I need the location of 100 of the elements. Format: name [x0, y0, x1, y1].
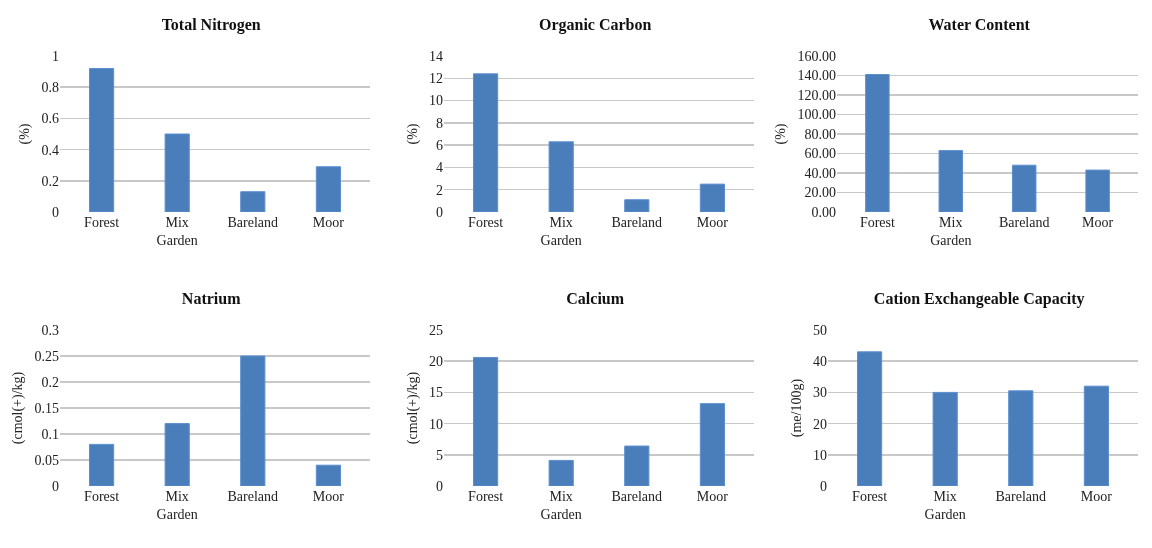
bar	[472, 356, 499, 486]
y-tick-label: 0.25	[34, 348, 59, 364]
y-tick-label: 20	[813, 416, 827, 432]
x-tick-label: Forest	[852, 489, 888, 504]
y-tick-label: 5	[436, 447, 443, 463]
x-tick-label: Mix Garden	[540, 215, 582, 249]
y-tick-label: 20.00	[804, 185, 836, 201]
bar	[548, 141, 574, 212]
y-tick-label: 4	[436, 160, 443, 176]
x-tick-label: Bareland	[227, 215, 279, 230]
bar	[938, 150, 964, 212]
y-tick-label: 0.00	[811, 204, 836, 220]
y-tick-label: 0.4	[41, 142, 59, 158]
x-tick-label: Forest	[84, 215, 120, 230]
y-tick-label: 100.00	[797, 107, 836, 123]
x-tick-label: Mix Garden	[540, 489, 582, 523]
bar	[699, 403, 726, 486]
y-tick-label: 50	[813, 322, 827, 338]
x-tick-label: Mix Garden	[930, 215, 972, 249]
y-tick-label: 0.3	[41, 322, 59, 338]
bar	[1085, 169, 1110, 212]
chart-title: Water Content	[928, 16, 1031, 34]
y-axis-title: (cmol(+)/kg)	[10, 371, 27, 445]
bar	[472, 73, 499, 212]
x-tick-label: Moor	[1082, 215, 1114, 230]
y-tick-label: 0	[436, 478, 443, 494]
bar	[624, 445, 650, 486]
x-tick-label: Moor	[312, 215, 345, 230]
y-tick-label: 8	[436, 115, 443, 131]
bar	[865, 74, 890, 212]
y-tick-label: 0.8	[41, 80, 59, 96]
bar	[240, 191, 266, 212]
x-tick-label: Forest	[468, 215, 504, 230]
bar	[624, 199, 650, 212]
chart-title: Natrium	[181, 290, 242, 308]
x-tick-label: Moor	[696, 215, 729, 230]
chart-title: Cation Exchangeable Capacity	[873, 290, 1085, 309]
chart-title: Calcium	[566, 290, 625, 308]
y-tick-label: 0	[52, 478, 59, 494]
y-tick-label: 160.00	[797, 48, 836, 64]
bar	[1008, 390, 1034, 486]
y-tick-label: 0.6	[41, 111, 59, 127]
y-tick-label: 40	[813, 354, 827, 370]
y-tick-label: 0.2	[41, 374, 59, 390]
x-tick-label: Bareland	[611, 489, 663, 504]
bar	[164, 423, 190, 486]
x-tick-label: Bareland	[995, 489, 1047, 504]
bar	[315, 166, 342, 212]
y-tick-label: 0	[52, 204, 59, 220]
bar	[1083, 385, 1110, 486]
bar	[240, 355, 266, 486]
y-tick-label: 10	[429, 93, 443, 109]
bar	[932, 391, 958, 486]
y-tick-label: 0	[820, 478, 827, 494]
y-tick-label: 60.00	[804, 146, 836, 162]
x-tick-label: Bareland	[227, 489, 279, 504]
bar	[164, 133, 190, 212]
y-tick-label: 0.05	[34, 452, 59, 468]
y-axis-title: (cmol(+)/kg)	[404, 371, 421, 445]
x-tick-label: Bareland	[611, 215, 663, 230]
x-tick-label: Forest	[84, 489, 120, 504]
y-tick-label: 0	[436, 204, 443, 220]
y-axis-title: (%)	[773, 123, 790, 145]
y-tick-label: 6	[436, 138, 443, 154]
chart-title: Total Nitrogen	[161, 16, 261, 35]
bar	[548, 459, 574, 486]
y-tick-label: 12	[429, 71, 443, 87]
bar	[88, 443, 115, 486]
y-tick-label: 20	[429, 354, 443, 370]
bar	[699, 183, 726, 212]
y-tick-label: 80.00	[804, 126, 836, 142]
bar	[88, 67, 115, 212]
y-tick-label: 0.15	[34, 400, 59, 416]
chart-title: Organic Carbon	[538, 16, 652, 35]
x-tick-label: Forest	[859, 215, 895, 230]
y-tick-label: 25	[429, 322, 443, 338]
y-tick-label: 10	[429, 416, 443, 432]
y-tick-label: 0.2	[41, 173, 59, 189]
x-tick-label: Mix Garden	[156, 489, 198, 523]
bar	[1011, 164, 1037, 212]
x-tick-label: Mix Garden	[924, 489, 966, 523]
y-tick-label: 14	[429, 48, 443, 64]
y-tick-label: 140.00	[797, 68, 836, 84]
x-tick-label: Moor	[1080, 489, 1113, 504]
y-tick-label: 10	[813, 447, 827, 463]
y-axis-title: (me/100g)	[788, 378, 805, 438]
x-tick-label: Mix Garden	[156, 215, 198, 249]
y-tick-label: 0.1	[41, 426, 59, 442]
x-tick-label: Moor	[696, 489, 729, 504]
y-tick-label: 15	[429, 385, 443, 401]
y-tick-label: 1	[52, 48, 59, 64]
y-tick-label: 40.00	[804, 165, 836, 181]
y-tick-label: 30	[813, 385, 827, 401]
y-axis-title: (%)	[404, 123, 421, 145]
x-tick-label: Moor	[312, 489, 345, 504]
y-tick-label: 2	[436, 182, 443, 198]
bar	[856, 351, 883, 486]
x-tick-label: Bareland	[998, 215, 1050, 230]
bar	[315, 464, 342, 486]
x-tick-label: Forest	[468, 489, 504, 504]
